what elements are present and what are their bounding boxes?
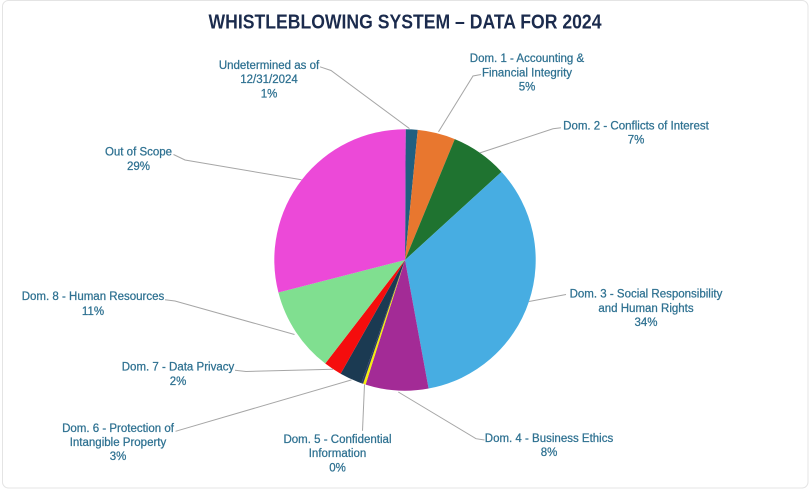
svg-text:34%: 34% xyxy=(634,317,657,329)
svg-text:Dom. 6 - Protection of: Dom. 6 - Protection of xyxy=(62,423,175,435)
svg-text:Dom. 5 - Confidential: Dom. 5 - Confidential xyxy=(283,434,391,446)
svg-text:Dom. 1 - Accounting &: Dom. 1 - Accounting & xyxy=(470,53,585,65)
svg-text:1%: 1% xyxy=(261,89,278,101)
svg-text:Information: Information xyxy=(309,448,367,460)
svg-text:Dom. 8 - Human Resources: Dom. 8 - Human Resources xyxy=(22,291,165,303)
svg-text:Dom. 4 - Business Ethics: Dom. 4 - Business Ethics xyxy=(485,433,614,445)
svg-text:WHISTLEBLOWING SYSTEM – DATA F: WHISTLEBLOWING SYSTEM – DATA FOR 2024 xyxy=(209,12,603,34)
svg-text:29%: 29% xyxy=(127,161,150,173)
svg-text:Dom. 2 - Conflicts of Interest: Dom. 2 - Conflicts of Interest xyxy=(563,120,710,132)
svg-text:2%: 2% xyxy=(170,376,187,388)
svg-text:8%: 8% xyxy=(541,447,558,459)
svg-text:5%: 5% xyxy=(519,82,536,94)
svg-text:Out of Scope: Out of Scope xyxy=(105,147,172,159)
svg-text:Intangible Property: Intangible Property xyxy=(70,437,167,449)
svg-text:3%: 3% xyxy=(110,451,127,463)
svg-text:and Human Rights: and Human Rights xyxy=(598,303,693,315)
svg-text:12/31/2024: 12/31/2024 xyxy=(240,74,298,86)
svg-text:11%: 11% xyxy=(82,306,104,318)
svg-text:Dom. 7 - Data Privacy: Dom. 7 - Data Privacy xyxy=(122,362,235,374)
svg-text:Financial Integrity: Financial Integrity xyxy=(482,67,572,79)
svg-text:0%: 0% xyxy=(329,462,346,474)
svg-text:Undetermined as of: Undetermined as of xyxy=(219,60,320,72)
svg-text:Dom. 3 - Social Responsibility: Dom. 3 - Social Responsibility xyxy=(570,289,723,301)
svg-text:7%: 7% xyxy=(628,135,645,147)
